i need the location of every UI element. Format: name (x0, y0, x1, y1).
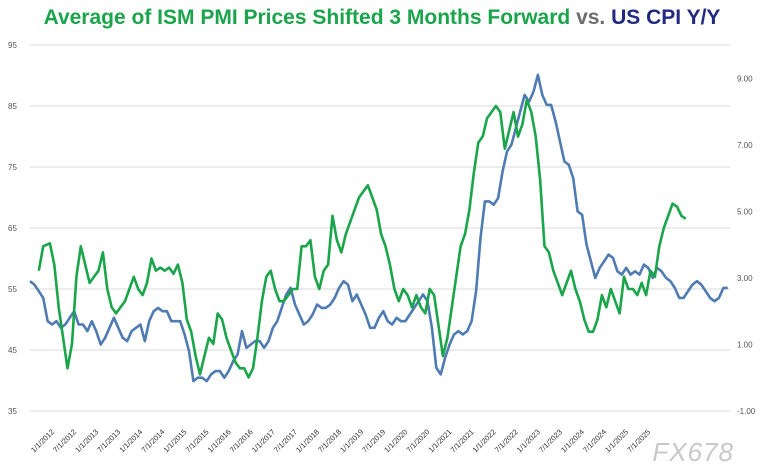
left-tick-label: 75 (8, 163, 17, 172)
right-axis-ticks: -1.00 1.00 3.00 5.00 7.00 9.00 (737, 74, 756, 416)
x-tick-label: 7/1/2016 (228, 427, 255, 454)
x-tick-label: 1/1/2015 (162, 427, 189, 454)
series-layer (29, 73, 728, 383)
x-tick-label: 1/1/2013 (73, 427, 100, 454)
right-tick-label: 5.00 (737, 207, 753, 216)
left-tick-label: 35 (8, 407, 17, 416)
title-blue-part: US CPI Y/Y (611, 6, 721, 29)
series-us-cpi-line (29, 73, 728, 383)
right-tick-label: -1.00 (737, 407, 756, 416)
x-tick-label: 7/1/2020 (404, 427, 431, 454)
x-tick-label: 7/1/2021 (449, 427, 476, 454)
chart-title: Average of ISM PMI Prices Shifted 3 Mont… (0, 6, 764, 30)
x-tick-label: 1/1/2023 (515, 427, 542, 454)
x-axis-ticks: 1/1/20127/1/20121/1/20137/1/20131/1/2014… (29, 427, 652, 454)
x-tick-label: 7/1/2025 (625, 427, 652, 454)
x-tick-label: 1/1/2012 (29, 427, 56, 454)
x-tick-label: 7/1/2018 (316, 427, 343, 454)
right-tick-label: 1.00 (737, 340, 753, 349)
x-tick-label: 1/1/2021 (427, 427, 454, 454)
x-tick-label: 1/1/2014 (117, 427, 144, 454)
x-tick-label: 7/1/2012 (51, 427, 78, 454)
left-axis-ticks: 35 45 55 65 75 85 95 (8, 41, 17, 416)
x-tick-label: 1/1/2024 (559, 427, 586, 454)
x-tick-label: 7/1/2017 (272, 427, 299, 454)
x-tick-label: 1/1/2018 (294, 427, 321, 454)
x-tick-label: 7/1/2014 (139, 427, 166, 454)
title-green-part: Average of ISM PMI Prices Shifted 3 Mont… (43, 6, 571, 29)
x-tick-label: 1/1/2019 (338, 427, 365, 454)
right-tick-label: 9.00 (737, 74, 753, 83)
right-tick-label: 7.00 (737, 141, 753, 150)
x-tick-label: 1/1/2022 (471, 427, 498, 454)
x-tick-label: 7/1/2013 (95, 427, 122, 454)
x-tick-label: 7/1/2024 (581, 427, 608, 454)
x-tick-label: 1/1/2016 (206, 427, 233, 454)
right-tick-label: 3.00 (737, 274, 753, 283)
title-vs-part: vs. (576, 6, 606, 29)
series-ism-prices-line (37, 98, 687, 379)
x-tick-label: 7/1/2015 (184, 427, 211, 454)
x-tick-label: 1/1/2017 (250, 427, 277, 454)
left-tick-label: 55 (8, 285, 17, 294)
left-tick-label: 45 (8, 346, 17, 355)
x-tick-label: 1/1/2025 (603, 427, 630, 454)
x-tick-label: 1/1/2020 (382, 427, 409, 454)
x-tick-label: 7/1/2023 (537, 427, 564, 454)
left-tick-label: 85 (8, 102, 17, 111)
left-tick-label: 95 (8, 41, 17, 50)
x-tick-label: 7/1/2022 (493, 427, 520, 454)
x-tick-label: 7/1/2019 (360, 427, 387, 454)
watermark-logo: FX678 (652, 437, 734, 467)
left-tick-label: 65 (8, 224, 17, 233)
